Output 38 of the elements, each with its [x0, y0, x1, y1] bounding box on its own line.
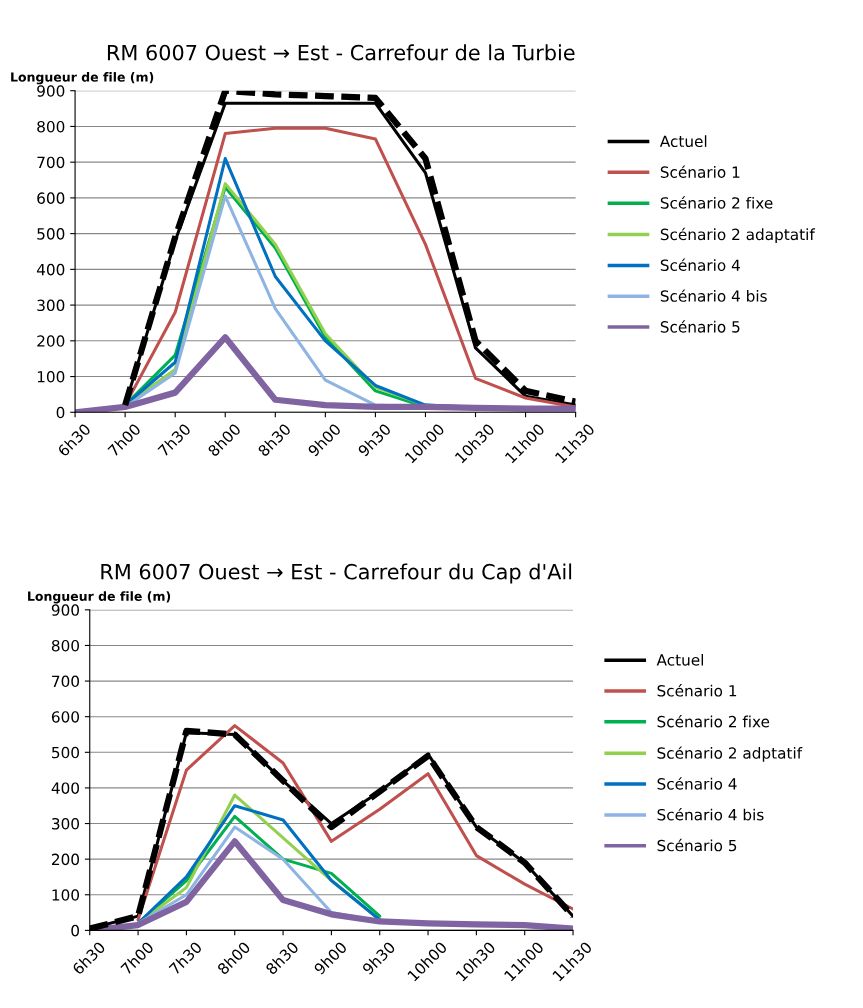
legend-label: Scénario 5	[657, 838, 737, 852]
legend-label: Scénario 2 adaptatif	[660, 227, 816, 244]
y-axis-title: Longueur de file (m)	[28, 591, 171, 604]
y-tick-label: 200	[51, 853, 80, 866]
legend-label: Scénario 2 adptatif	[657, 746, 803, 762]
legend-label: Actuel	[659, 135, 707, 148]
y-tick-label: 100	[52, 889, 80, 901]
y-tick-label: 500	[52, 746, 80, 759]
y-tick-label: 800	[51, 639, 80, 652]
legend-label: Actuel	[656, 653, 703, 666]
y-tick-label: 0	[56, 406, 65, 419]
y-axis-title: Longueur de file (m)	[11, 72, 154, 85]
y-tick-label: 300	[37, 299, 65, 312]
chart-title: RM 6007 Ouest → Est - Carrefour du Cap d'Ail	[101, 563, 572, 584]
chart-title: RM 6007 Ouest → Est - Carrefour de la Turbie	[107, 44, 575, 61]
y-tick-label: 700	[37, 156, 65, 169]
y-tick-label: 500	[37, 228, 65, 240]
y-tick-label: 400	[51, 782, 80, 794]
legend-label: Scénario 1	[657, 684, 737, 697]
legend-label: Scénario 4	[660, 258, 740, 271]
legend-label: Scénario 1	[660, 165, 740, 178]
y-tick-label: 800	[37, 120, 65, 133]
y-tick-label: 100	[37, 371, 65, 383]
legend-label: Scénario 2 fixe	[657, 714, 770, 728]
legend-label: Scénario 2 fixe	[660, 196, 773, 209]
y-tick-label: 300	[52, 818, 80, 830]
legend-label: Scénario 5	[660, 320, 740, 333]
y-tick-label: 600	[37, 192, 65, 204]
legend-label: Scénario 4	[657, 777, 737, 790]
y-tick-label: 700	[52, 675, 80, 688]
y-tick-label: 900	[51, 604, 80, 616]
y-tick-label: 400	[36, 263, 65, 276]
legend-label: Scénario 4 bis	[660, 289, 767, 302]
y-tick-label: 200	[37, 335, 65, 347]
y-tick-label: 0	[71, 924, 80, 937]
legend-label: Scénario 4 bis	[657, 808, 764, 821]
y-tick-label: 900	[37, 85, 65, 97]
y-tick-label: 600	[51, 711, 80, 723]
